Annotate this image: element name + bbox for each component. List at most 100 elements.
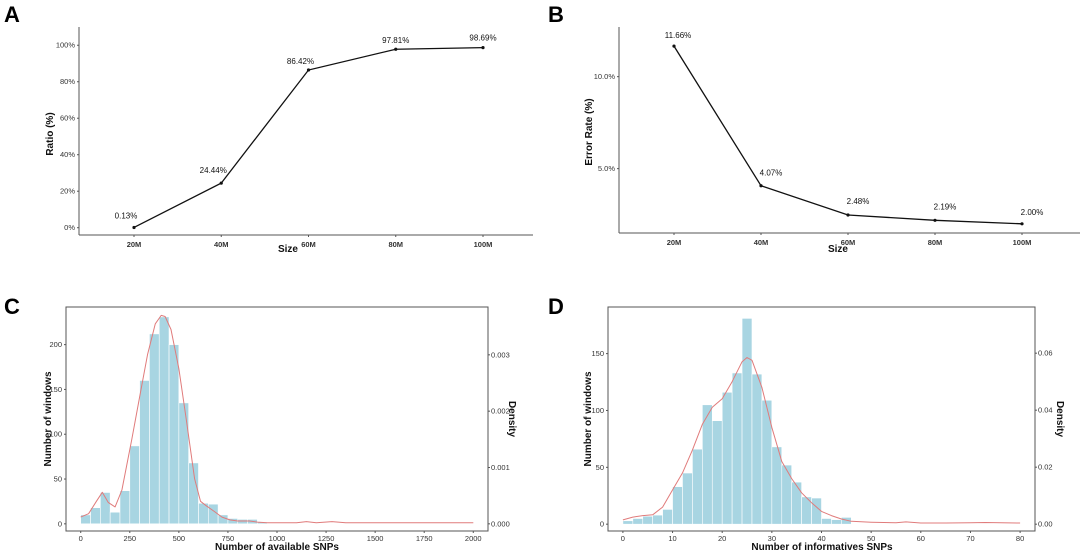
panel-a-x-axis-title: Size bbox=[278, 244, 298, 255]
density-curve bbox=[622, 357, 1021, 524]
x-tick-label: 100M bbox=[1013, 238, 1032, 247]
plot-frame bbox=[607, 306, 1036, 532]
histogram-bar bbox=[721, 391, 733, 525]
data-label: 4.07% bbox=[760, 169, 783, 178]
x-tick-label: 20M bbox=[667, 238, 682, 247]
histogram-bar bbox=[632, 518, 644, 525]
histogram-bar bbox=[662, 509, 673, 525]
x-tick-label: 20M bbox=[127, 240, 142, 249]
x-tick-label: 100M bbox=[474, 240, 493, 249]
panel-c: C Number of available SNPs Number of win… bbox=[4, 294, 517, 553]
histogram-bar bbox=[821, 518, 832, 525]
histogram-bar bbox=[109, 511, 121, 525]
histogram-bar bbox=[217, 514, 229, 525]
x-tick-label: 0 bbox=[79, 534, 83, 543]
panel-letter-c: C bbox=[4, 294, 20, 319]
x-tick-label: 0 bbox=[621, 534, 625, 543]
histogram-bar bbox=[781, 464, 793, 525]
panel-b: B Size Error Rate (%) 5.0% 10.0% 20M 40M 60M… bbox=[548, 2, 1080, 255]
histogram-bar bbox=[761, 399, 773, 525]
x-tick-label: 60M bbox=[841, 238, 856, 247]
x-tick-label: 1250 bbox=[318, 534, 335, 543]
data-label: 86.42% bbox=[287, 57, 314, 66]
panel-a: A Size Ratio (%) 0% 20% 40% 60% 80% 100% 20M 40… bbox=[4, 2, 533, 255]
histogram-bar bbox=[119, 490, 131, 525]
x-tick-label: 500 bbox=[173, 534, 186, 543]
panel-d-y2-axis-title: Density bbox=[1054, 401, 1065, 438]
x-tick-label: 1000 bbox=[269, 534, 286, 543]
y2-tick-label: 0.06 bbox=[1038, 349, 1053, 358]
y2-tick-label: 0.001 bbox=[491, 463, 510, 472]
y-tick-label: 100 bbox=[591, 406, 604, 415]
y-tick-label: 40% bbox=[60, 150, 75, 159]
data-label: 11.66% bbox=[665, 31, 692, 40]
data-point bbox=[481, 46, 485, 50]
panel-c-y-axis-title: Number of windows bbox=[43, 371, 54, 466]
x-tick-label: 80M bbox=[928, 238, 943, 247]
histogram-bar bbox=[237, 519, 248, 525]
x-tick-label: 750 bbox=[222, 534, 235, 543]
x-tick-label: 60 bbox=[917, 534, 925, 543]
data-point bbox=[933, 218, 937, 222]
panel-b-y-axis-title: Error Rate (%) bbox=[584, 98, 595, 165]
x-tick-label: 40 bbox=[817, 534, 825, 543]
histogram-bar bbox=[682, 472, 693, 525]
histogram-bar bbox=[751, 373, 763, 525]
histogram-bar bbox=[791, 481, 802, 525]
x-tick-label: 2000 bbox=[465, 534, 482, 543]
histogram-bar bbox=[652, 514, 663, 525]
x-tick-label: 10 bbox=[668, 534, 676, 543]
x-tick-label: 1500 bbox=[367, 534, 384, 543]
histogram-bar bbox=[771, 446, 783, 525]
histogram-bar bbox=[711, 420, 723, 525]
y-tick-label: 0 bbox=[58, 519, 62, 528]
x-tick-label: 60M bbox=[301, 240, 316, 249]
y-tick-label: 50 bbox=[54, 475, 62, 484]
x-tick-label: 20 bbox=[718, 534, 726, 543]
y-tick-label: 60% bbox=[60, 114, 75, 123]
data-label: 97.81% bbox=[382, 36, 409, 45]
panel-letter-b: B bbox=[548, 2, 564, 27]
y2-tick-label: 0.003 bbox=[491, 350, 510, 359]
y-tick-label: 0 bbox=[600, 520, 604, 529]
data-label: 2.19% bbox=[934, 202, 957, 211]
data-label: 2.48% bbox=[847, 197, 870, 206]
y-tick-label: 200 bbox=[49, 340, 62, 349]
panel-d-x-axis-title: Number of informatives SNPs bbox=[751, 542, 893, 553]
histogram-bar bbox=[168, 344, 180, 525]
panel-d: D Number of informatives SNPs Number of … bbox=[548, 294, 1065, 553]
y-tick-label: 10.0% bbox=[594, 72, 616, 81]
histogram-bar bbox=[831, 519, 842, 525]
y-tick-label: 100% bbox=[56, 41, 76, 50]
y-tick-label: 5.0% bbox=[598, 164, 615, 173]
histogram-bar bbox=[622, 520, 634, 525]
x-tick-label: 50 bbox=[867, 534, 875, 543]
data-point bbox=[394, 47, 398, 51]
data-label: 0.13% bbox=[115, 211, 138, 220]
y-tick-label: 50 bbox=[596, 463, 604, 472]
data-point bbox=[672, 44, 676, 48]
histogram-bar bbox=[811, 497, 822, 525]
x-tick-label: 80 bbox=[1016, 534, 1024, 543]
histogram-bar bbox=[672, 486, 683, 525]
histogram-bar bbox=[208, 503, 219, 525]
histogram-bar bbox=[642, 515, 653, 525]
histogram-bar bbox=[149, 333, 160, 525]
y2-tick-label: 0.00 bbox=[1038, 520, 1053, 529]
histogram-bar bbox=[731, 372, 743, 525]
data-label: 24.44% bbox=[200, 166, 227, 175]
x-tick-label: 40M bbox=[214, 240, 229, 249]
y-tick-label: 150 bbox=[591, 349, 604, 358]
data-point bbox=[219, 181, 223, 185]
y-tick-label: 0% bbox=[64, 223, 75, 232]
data-point bbox=[846, 213, 850, 217]
panel-a-y-axis-title: Ratio (%) bbox=[45, 112, 56, 155]
panel-c-x-axis-title: Number of available SNPs bbox=[215, 542, 339, 553]
data-point bbox=[1020, 222, 1024, 226]
y2-tick-label: 0.000 bbox=[491, 519, 510, 528]
histogram-bar bbox=[100, 492, 111, 525]
x-tick-label: 1750 bbox=[416, 534, 433, 543]
histogram-bar bbox=[841, 517, 852, 525]
y-tick-label: 20% bbox=[60, 187, 75, 196]
